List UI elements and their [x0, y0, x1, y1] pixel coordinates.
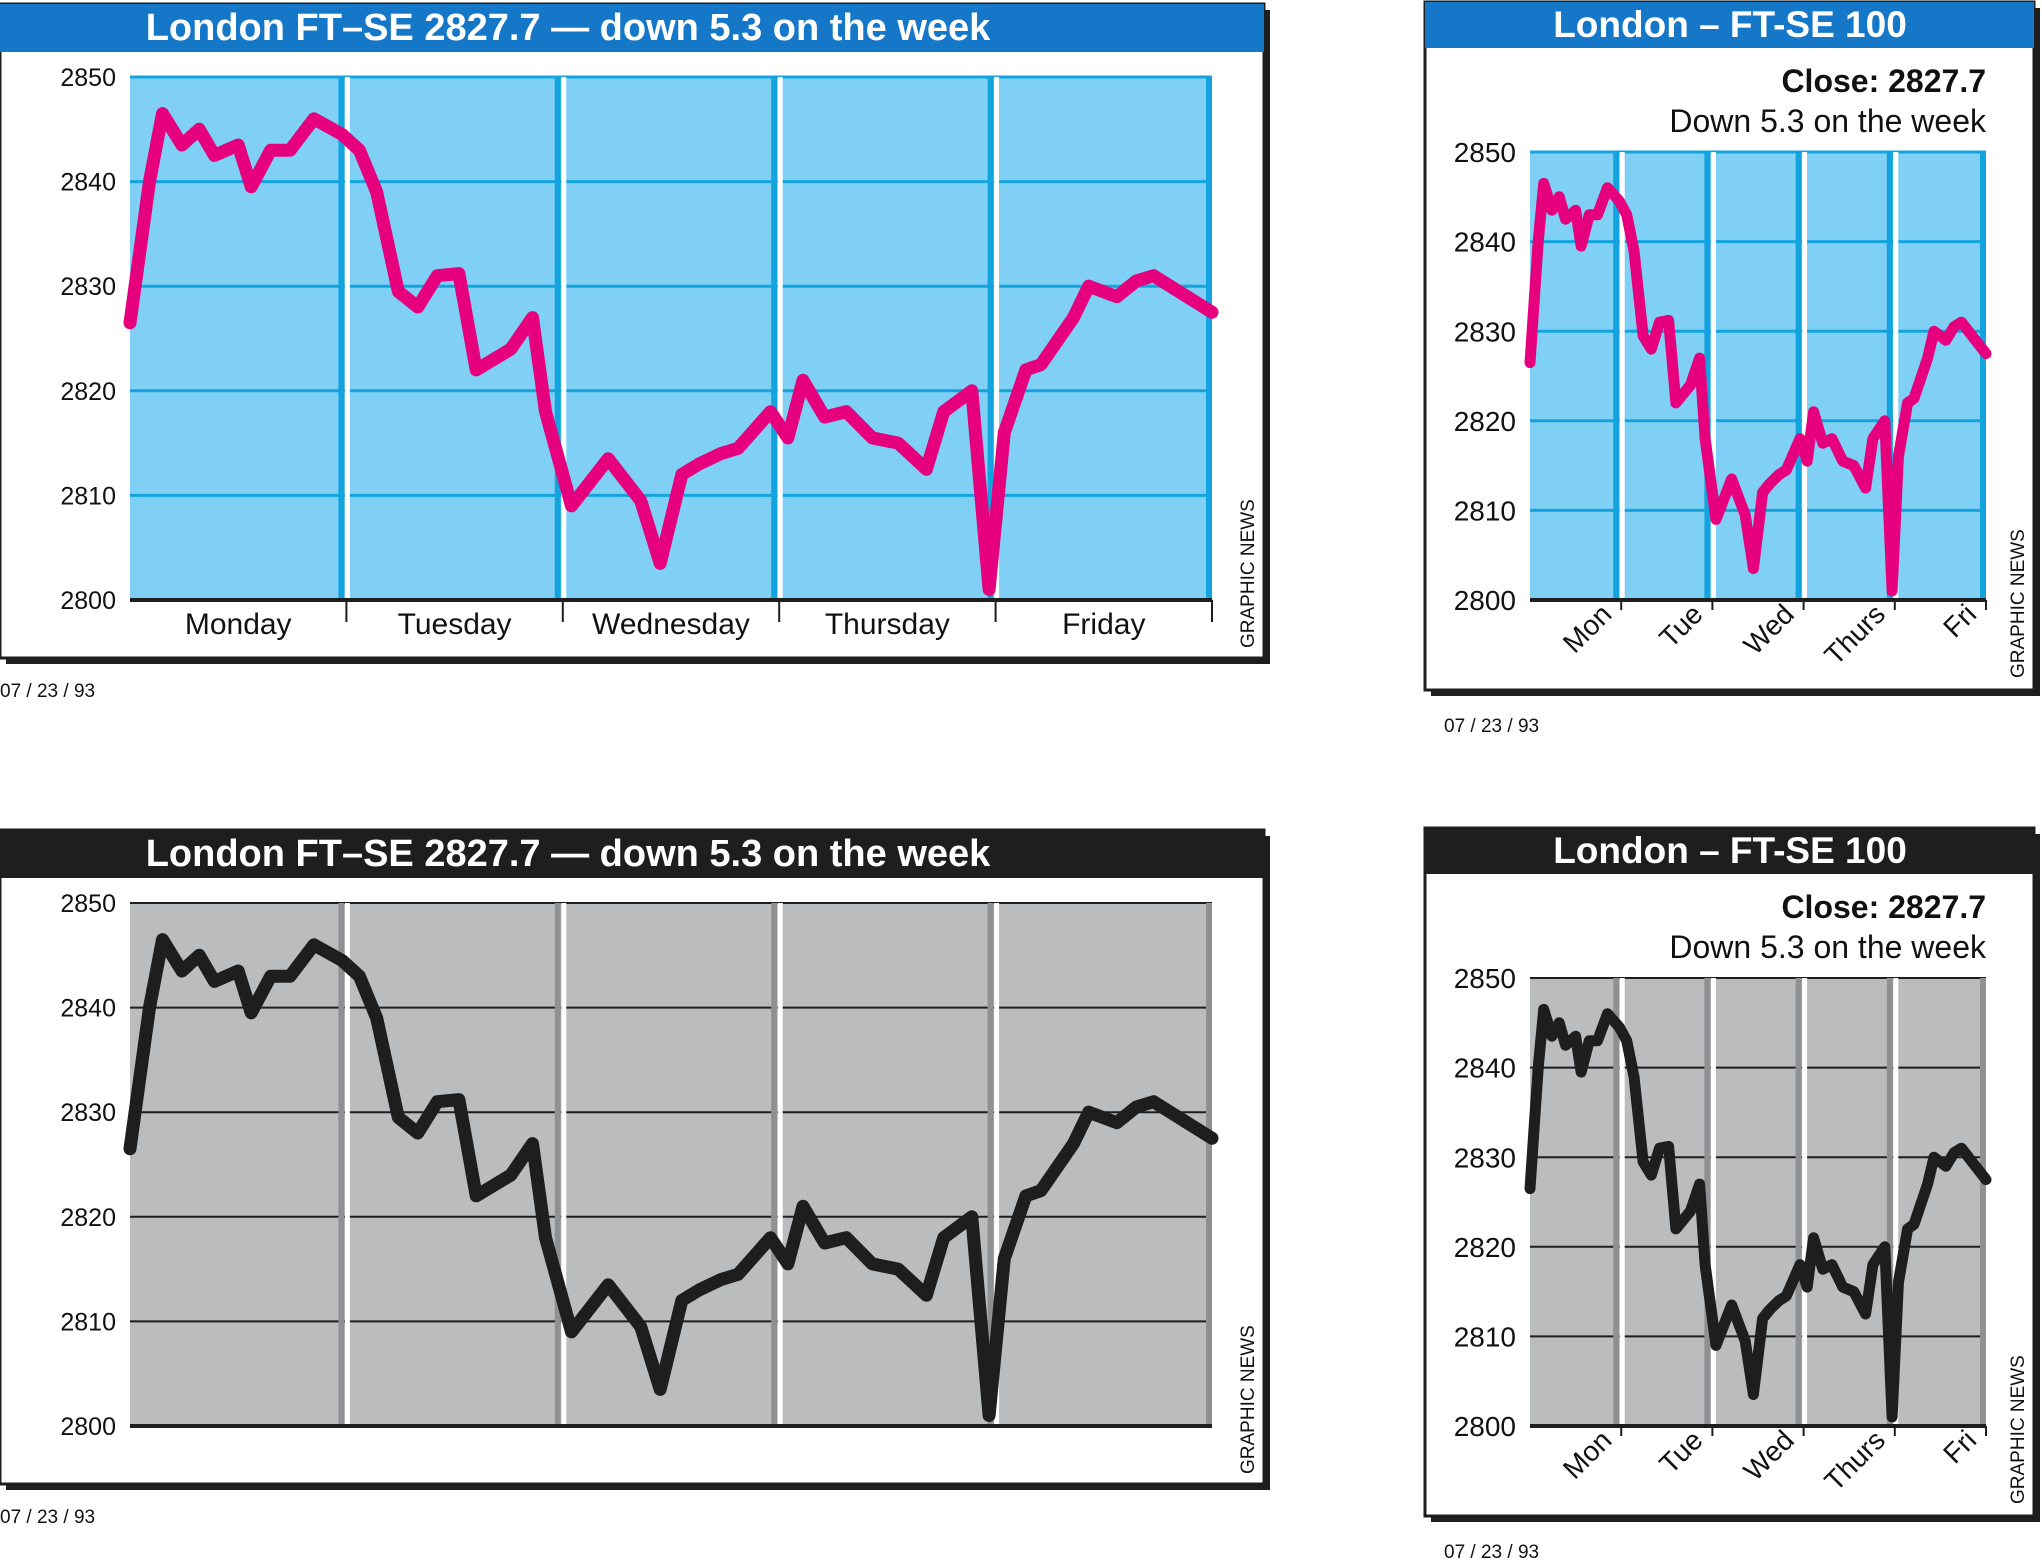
y-tick-label: 2820 [60, 1204, 116, 1232]
chart-top-left: London FT–SE 2827.7 — down 5.3 on the we… [0, 0, 1272, 702]
y-tick-label: 2820 [60, 378, 116, 406]
title-bar [0, 4, 1264, 52]
y-tick-label: 2840 [1454, 227, 1516, 258]
y-tick-label: 2820 [1454, 1232, 1516, 1263]
y-tick-label: 2820 [1454, 406, 1516, 437]
y-tick-label: 2850 [60, 890, 116, 918]
y-tick-label: 2810 [60, 1308, 116, 1336]
x-tick-label: Monday [185, 608, 292, 641]
chart-bottom-left: London FT–SE 2827.7 — down 5.3 on the we… [0, 826, 1272, 1528]
y-tick-label: 2840 [60, 995, 116, 1023]
series-line [1524, 177, 1992, 597]
date-text: 07 / 23 / 93 [0, 681, 95, 702]
y-tick-label: 2810 [60, 482, 116, 510]
x-tick-label: Tuesday [398, 608, 512, 641]
close-value: Close: 2827.7 [1781, 63, 1986, 99]
y-tick-label: 2810 [1454, 495, 1516, 526]
y-tick-label: 2830 [1454, 316, 1516, 347]
y-tick-label: 2850 [1454, 963, 1516, 994]
series-line [123, 107, 1219, 596]
credit-text: GRAPHIC NEWS [1238, 499, 1259, 648]
y-tick-label: 2800 [60, 587, 116, 615]
y-tick-label: 2800 [1454, 585, 1516, 616]
chart-bottom-right-svg: London – FT-SE 100 Close: 2827.7 Down 5.… [1423, 826, 2040, 1563]
y-tick-label: 2840 [1454, 1053, 1516, 1084]
series-line [1524, 1003, 1992, 1423]
plot-area: 2800 2810 2820 2830 2840 2850 Monday Tuesday Wed… [60, 64, 1219, 641]
x-tick-label: Thursday [825, 608, 950, 641]
chart-title: London FT–SE 2827.7 — down 5.3 on the we… [146, 833, 991, 875]
weekly-change: Down 5.3 on the week [1669, 103, 1987, 139]
chart-title: London – FT-SE 100 [1553, 830, 1907, 871]
credit-text: GRAPHIC NEWS [1238, 1325, 1259, 1474]
x-tick-label: Friday [1062, 608, 1145, 641]
x-tick-label: Wednesday [592, 608, 750, 641]
y-tick-label: 2800 [60, 1413, 116, 1441]
date-text: 07 / 23 / 93 [1444, 1542, 1539, 1563]
y-tick-label: 2850 [60, 64, 116, 92]
title-bar [0, 830, 1264, 878]
chart-top-right-svg: London – FT-SE 100 Close: 2827.7 Down 5.… [1423, 0, 2040, 737]
chart-title: London – FT-SE 100 [1553, 4, 1907, 45]
chart-title: London FT–SE 2827.7 — down 5.3 on the we… [146, 7, 991, 49]
chart-bottom-right: London – FT-SE 100 Close: 2827.7 Down 5.… [1423, 826, 2042, 1566]
chart-top-right: London – FT-SE 100 Close: 2827.7 Down 5.… [1423, 0, 2042, 740]
y-tick-label: 2850 [1454, 137, 1516, 168]
series-line [123, 933, 1219, 1422]
chart-bottom-left-svg: London FT–SE 2827.7 — down 5.3 on the we… [0, 828, 1270, 1528]
y-tick-label: 2830 [60, 1099, 116, 1127]
y-tick-label: 2830 [1454, 1142, 1516, 1173]
plot-area: 2800 2810 2820 2830 2840 2850 [60, 890, 1219, 1441]
date-text: 07 / 23 / 93 [1444, 716, 1539, 737]
close-value: Close: 2827.7 [1781, 889, 1986, 925]
credit-text: GRAPHIC NEWS [2008, 1355, 2029, 1504]
y-tick-label: 2810 [1454, 1321, 1516, 1352]
chart-top-left-svg: London FT–SE 2827.7 — down 5.3 on the we… [0, 2, 1270, 702]
title-bar [1425, 828, 2034, 874]
title-bar [1425, 2, 2034, 48]
credit-text: GRAPHIC NEWS [2008, 529, 2029, 678]
y-tick-label: 2840 [60, 169, 116, 197]
weekly-change: Down 5.3 on the week [1669, 929, 1987, 965]
y-tick-label: 2800 [1454, 1411, 1516, 1442]
y-tick-label: 2830 [60, 273, 116, 301]
date-text: 07 / 23 / 93 [0, 1507, 95, 1528]
